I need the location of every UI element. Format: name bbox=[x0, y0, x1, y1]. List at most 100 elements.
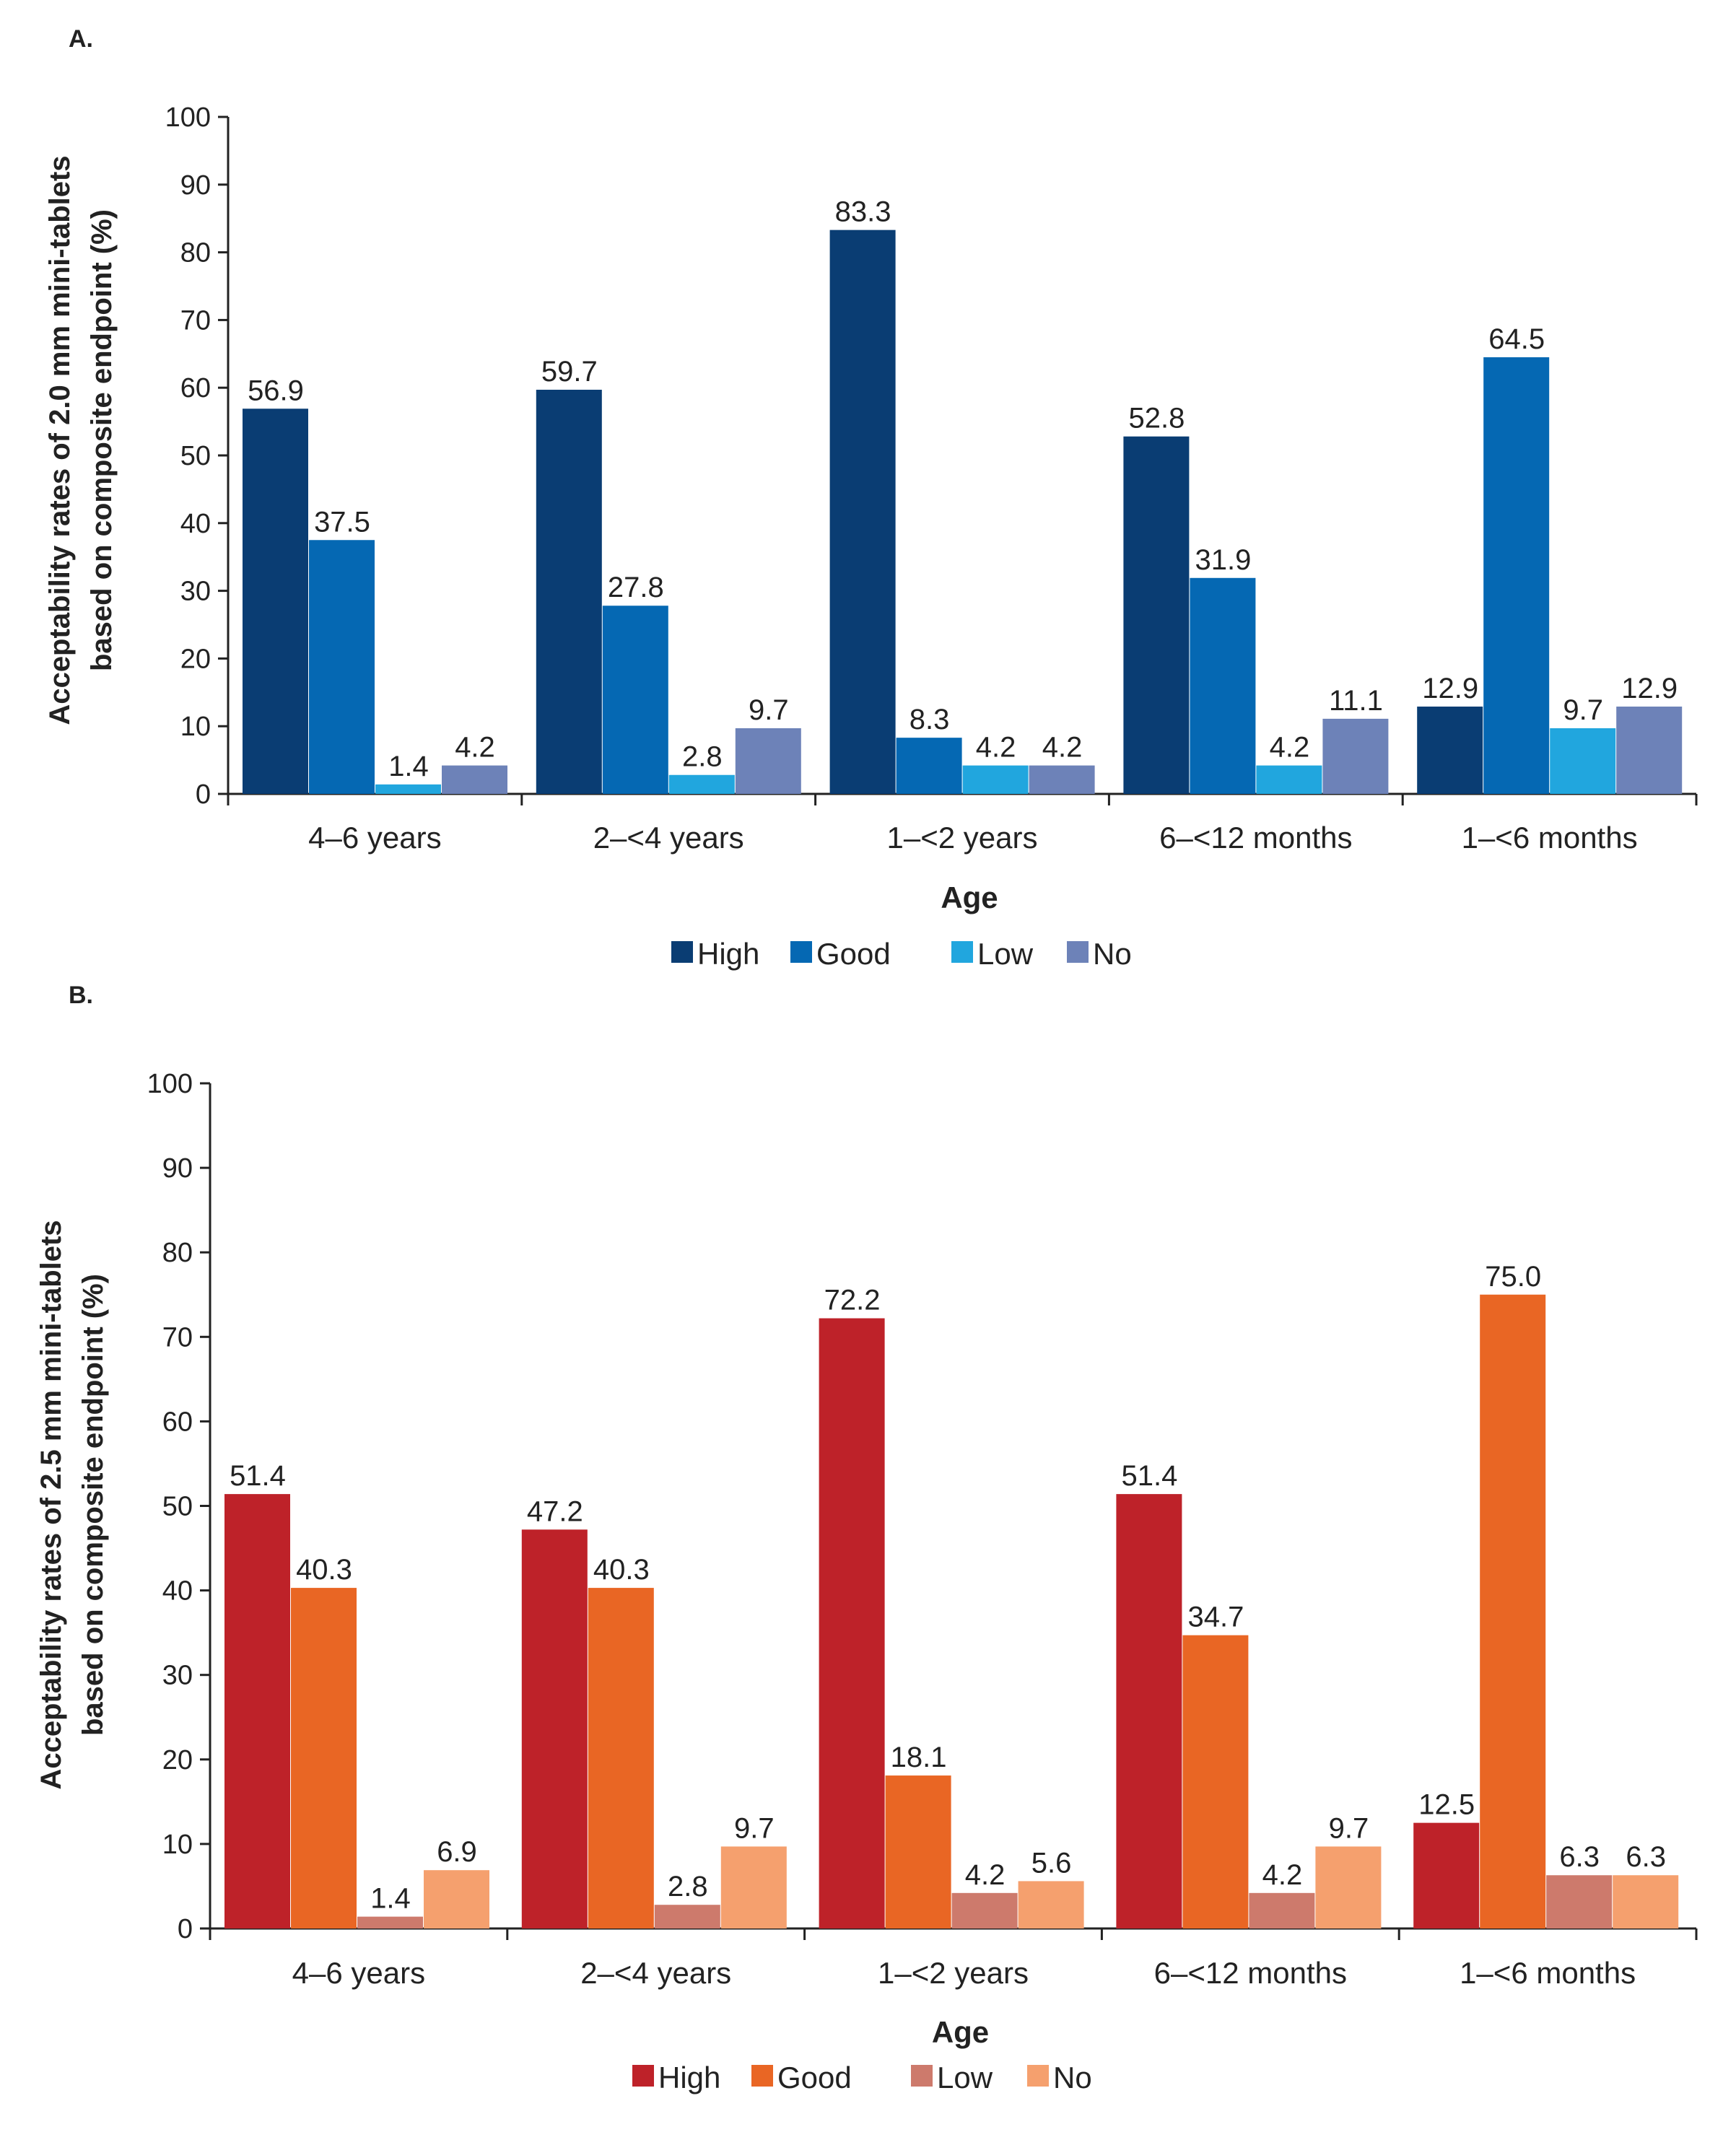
data-label: 75.0 bbox=[1485, 1261, 1541, 1293]
data-label: 51.4 bbox=[1121, 1460, 1177, 1492]
x-axis-title: Age bbox=[932, 2015, 989, 2049]
x-category-label: 1–<6 months bbox=[1460, 1956, 1636, 1990]
bar-high bbox=[1116, 1494, 1182, 1928]
legend-swatch-low bbox=[951, 941, 973, 963]
x-category-label: 6–<12 months bbox=[1154, 1956, 1347, 1990]
bar-good bbox=[291, 1588, 357, 1928]
y-tick-label: 90 bbox=[180, 170, 211, 201]
panel-label: A. bbox=[69, 25, 93, 53]
y-tick-label: 30 bbox=[180, 577, 211, 607]
data-label: 8.3 bbox=[910, 704, 950, 735]
data-label: 6.3 bbox=[1626, 1841, 1666, 1873]
data-label: 9.7 bbox=[1563, 694, 1603, 726]
x-category-label: 1–<6 months bbox=[1462, 821, 1638, 855]
bar-no bbox=[442, 765, 507, 794]
data-label: 2.8 bbox=[682, 741, 723, 773]
data-label: 83.3 bbox=[835, 196, 891, 228]
bar-low bbox=[668, 774, 735, 794]
legend-swatch-no bbox=[1027, 2065, 1049, 2087]
legend-swatch-good bbox=[790, 941, 812, 963]
data-label: 5.6 bbox=[1031, 1847, 1072, 1879]
bar-no bbox=[1616, 706, 1683, 794]
bar-no bbox=[1613, 1875, 1679, 1928]
bar-good bbox=[588, 1588, 654, 1928]
data-label: 18.1 bbox=[891, 1742, 947, 1773]
bar-good bbox=[602, 606, 668, 794]
bar-no bbox=[1315, 1846, 1382, 1928]
bar-high bbox=[829, 230, 896, 794]
y-axis-title: based on composite endpoint (%) bbox=[77, 1274, 109, 1736]
data-label: 4.2 bbox=[1270, 732, 1310, 764]
data-label: 59.7 bbox=[541, 356, 598, 388]
y-tick-label: 60 bbox=[180, 373, 211, 403]
y-tick-label: 70 bbox=[162, 1322, 193, 1353]
data-label: 47.2 bbox=[527, 1495, 583, 1527]
legend-swatch-no bbox=[1067, 941, 1089, 963]
y-axis-title: based on composite endpoint (%) bbox=[86, 209, 118, 671]
bar-high bbox=[1417, 706, 1483, 794]
y-axis-title: Acceptability rates of 2.0 mm mini-table… bbox=[44, 155, 76, 725]
data-label: 64.5 bbox=[1488, 323, 1545, 355]
bar-good bbox=[309, 540, 375, 794]
x-category-label: 4–6 years bbox=[292, 1956, 425, 1990]
legend: High Good Low No bbox=[632, 2061, 1092, 2094]
bar-low bbox=[1550, 728, 1616, 794]
legend-label-high: High bbox=[658, 2061, 720, 2094]
legend-swatch-low bbox=[911, 2065, 933, 2087]
chart-panel-b: B. 0 10 20 30 40 50 60 70 80 90 100 51.4 40.3 1.4 6.9 4–… bbox=[35, 982, 1698, 2094]
bar-high bbox=[1123, 436, 1190, 794]
bar-no bbox=[735, 728, 801, 794]
data-label: 37.5 bbox=[314, 506, 370, 538]
y-tick-label: 80 bbox=[180, 238, 211, 268]
bar-low bbox=[654, 1905, 720, 1928]
bar-low bbox=[1546, 1875, 1613, 1928]
data-label: 12.9 bbox=[1422, 673, 1478, 704]
bar-good bbox=[1480, 1294, 1546, 1928]
bar-no bbox=[424, 1870, 489, 1928]
x-category-label: 2–<4 years bbox=[593, 821, 744, 855]
data-label: 1.4 bbox=[370, 1883, 411, 1915]
data-label: 31.9 bbox=[1195, 544, 1251, 576]
bar-low bbox=[1256, 765, 1322, 794]
y-tick-label: 80 bbox=[162, 1238, 193, 1268]
legend-swatch-high bbox=[632, 2065, 654, 2087]
y-tick-label: 100 bbox=[165, 102, 211, 133]
y-tick-label: 50 bbox=[162, 1492, 193, 1522]
y-tick-label: 60 bbox=[162, 1407, 193, 1437]
data-label: 40.3 bbox=[296, 1554, 352, 1586]
y-tick-label: 10 bbox=[180, 712, 211, 742]
panel-label: B. bbox=[69, 982, 93, 1009]
bar-high bbox=[224, 1494, 290, 1928]
data-label: 40.3 bbox=[593, 1554, 650, 1586]
data-label: 9.7 bbox=[734, 1812, 775, 1844]
x-category-label: 4–6 years bbox=[308, 821, 441, 855]
data-label: 4.2 bbox=[965, 1859, 1006, 1891]
data-label: 2.8 bbox=[668, 1871, 708, 1902]
y-tick-label: 100 bbox=[147, 1069, 193, 1099]
bar-low bbox=[1249, 1892, 1315, 1928]
chart-panel-a: A. 0 10 20 30 40 50 60 70 80 90 100 56.9 37.5 1.4 4.2 4–… bbox=[44, 25, 1698, 971]
data-label: 51.4 bbox=[230, 1460, 286, 1492]
bar-high bbox=[243, 409, 308, 794]
bar-high bbox=[521, 1529, 588, 1928]
x-category-label: 1–<2 years bbox=[878, 1956, 1029, 1990]
legend-label-good: Good bbox=[816, 937, 891, 971]
data-label: 72.2 bbox=[824, 1285, 881, 1316]
legend-swatch-high bbox=[671, 941, 693, 963]
bar-good bbox=[1190, 577, 1256, 794]
data-label: 27.8 bbox=[608, 572, 664, 603]
bar-high bbox=[1413, 1822, 1480, 1928]
legend-label-good: Good bbox=[777, 2061, 852, 2094]
legend: High Good Low No bbox=[671, 937, 1132, 971]
bar-good bbox=[896, 738, 962, 794]
data-label: 6.3 bbox=[1559, 1841, 1600, 1873]
bar-high bbox=[536, 390, 602, 794]
data-label: 4.2 bbox=[455, 732, 495, 764]
y-tick-label: 50 bbox=[180, 441, 211, 471]
data-label: 11.1 bbox=[1329, 685, 1383, 717]
y-tick-label: 40 bbox=[162, 1576, 193, 1607]
bar-no bbox=[1322, 718, 1389, 794]
legend-label-no: No bbox=[1093, 937, 1132, 971]
legend-label-low: Low bbox=[937, 2061, 993, 2094]
